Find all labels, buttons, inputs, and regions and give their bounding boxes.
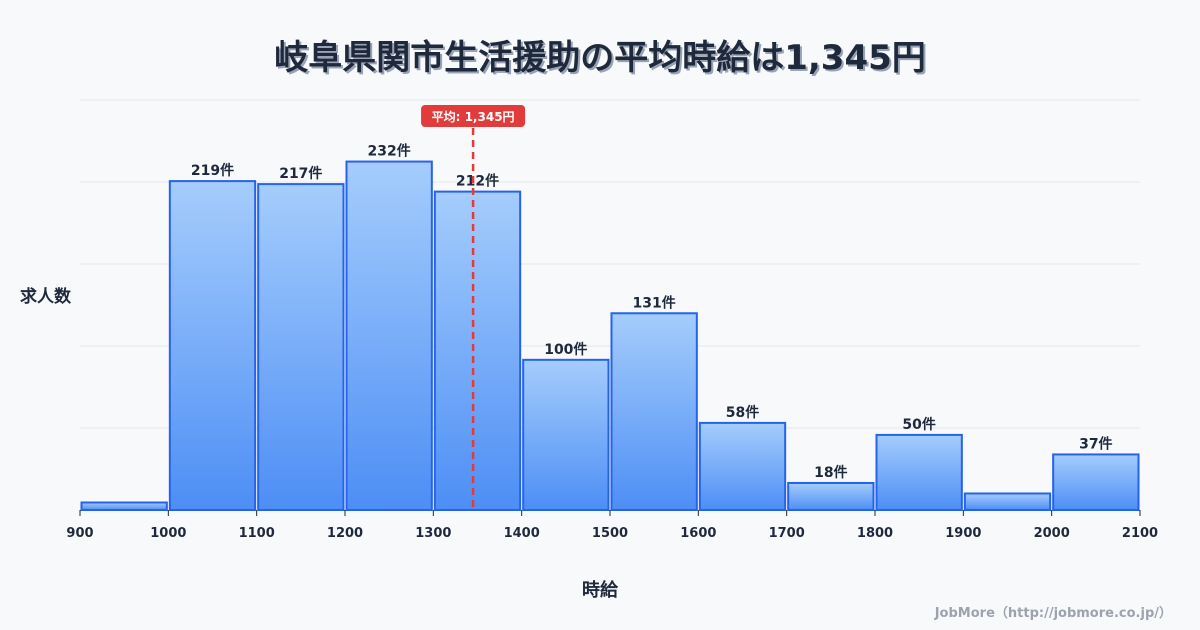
x-tick-label: 1100 — [239, 526, 275, 541]
bar-value-label: 219件 — [191, 162, 234, 179]
bar-value-label: 58件 — [726, 404, 759, 421]
bar-value-label: 37件 — [1079, 435, 1112, 452]
bar-value-label: 232件 — [368, 143, 411, 160]
bar-value-label: 100件 — [544, 341, 587, 358]
histogram-bar — [522, 358, 610, 512]
x-tick-label: 1000 — [150, 526, 186, 541]
x-tick-label: 1200 — [327, 526, 363, 541]
bar-value-label: 50件 — [902, 416, 935, 433]
histogram-bar — [257, 183, 345, 511]
x-tick-label: 1600 — [680, 526, 716, 541]
histogram-bar — [875, 433, 963, 511]
histogram-bar — [168, 180, 257, 511]
chart-title: 岐阜県関市生活援助の平均時給は1,345円 — [274, 38, 926, 78]
histogram-bar — [610, 312, 698, 511]
bar-value-label: 131件 — [633, 294, 676, 311]
histogram-bar — [345, 160, 433, 511]
source-credit: JobMore（http://jobmore.co.jp/） — [934, 606, 1172, 621]
x-axis-ticks: 900 1000 1100 1200 1300 1400 1500 1600 1700 1800 1… — [66, 510, 1158, 541]
bar-value-label: 18件 — [814, 464, 847, 481]
mean-badge — [421, 105, 526, 127]
x-tick-label: 2000 — [1034, 526, 1070, 541]
bar-value-label: 212件 — [456, 173, 499, 190]
mean-badge-label: 平均: 1,345円 — [432, 109, 515, 124]
x-tick-label: 2100 — [1122, 526, 1158, 541]
histogram-bar — [698, 421, 787, 511]
x-tick-label: 1700 — [769, 526, 805, 541]
histogram-bar — [433, 190, 522, 511]
histogram-bar — [787, 481, 875, 512]
y-axis-label: 求人数 — [20, 287, 71, 307]
x-tick-label: 1300 — [415, 526, 451, 541]
mean-line-group: 平均: 1,345円 — [421, 105, 526, 510]
x-tick-label: 1400 — [504, 526, 540, 541]
histogram-bar — [1052, 453, 1140, 511]
bars: 219件 217件 232件 212件 100件 131件 58件 18件 50件 37件 — [80, 143, 1140, 512]
x-tick-label: 1900 — [945, 526, 981, 541]
bar-value-label: 217件 — [279, 165, 322, 182]
histogram-bar — [80, 501, 168, 512]
x-tick-label: 1500 — [592, 526, 628, 541]
histogram-bar — [963, 492, 1052, 512]
x-tick-label: 1800 — [857, 526, 893, 541]
x-tick-label: 900 — [66, 526, 93, 541]
x-axis-label: 時給 — [582, 580, 618, 601]
